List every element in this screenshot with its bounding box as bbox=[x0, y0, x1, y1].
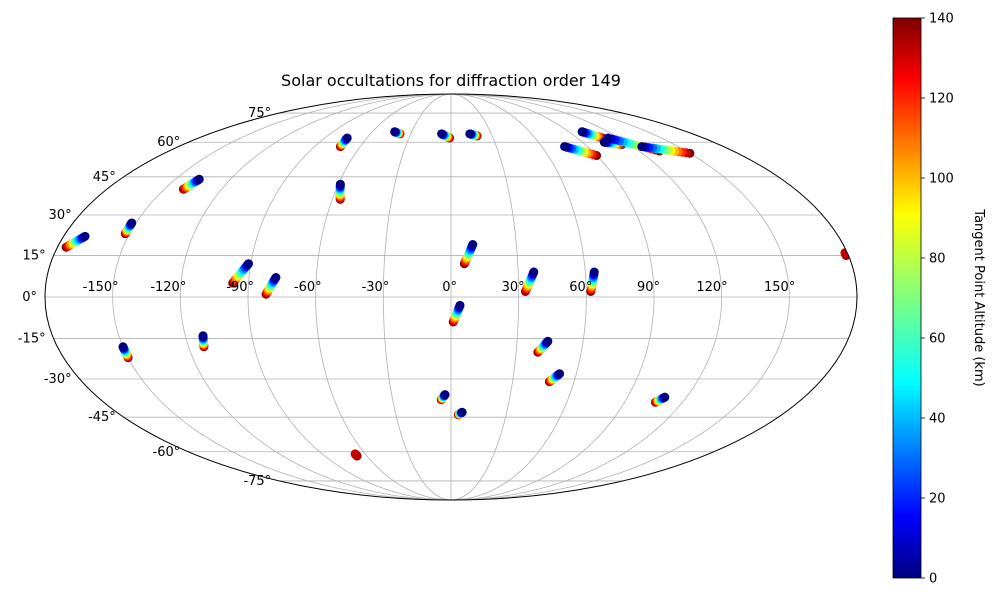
occultation-point bbox=[350, 449, 360, 459]
occultation-point bbox=[194, 174, 204, 184]
colorbar-tick-label: 120 bbox=[929, 92, 954, 107]
colorbar-tick-label: 80 bbox=[929, 252, 946, 267]
lat-tick-label: 30° bbox=[49, 208, 72, 223]
axis-labels: -150° -120° -90° -60° -30° 0° 30° 60° 90° 120° 150… bbox=[18, 106, 795, 489]
lon-tick-label: 30° bbox=[502, 280, 525, 295]
occultation-points bbox=[61, 127, 851, 461]
colorbar-tick-label: 20 bbox=[929, 492, 946, 507]
lat-tick-label: 45° bbox=[93, 170, 116, 185]
occultation-point bbox=[468, 240, 478, 249]
lat-tick-label: -15° bbox=[18, 332, 46, 347]
occultation-point bbox=[118, 342, 128, 352]
occultation-point bbox=[390, 127, 400, 137]
lon-tick-label: -30° bbox=[362, 280, 390, 295]
map-boundary bbox=[44, 93, 858, 501]
colorbar-tick-label: 0 bbox=[929, 572, 937, 587]
occultation-point bbox=[335, 179, 345, 189]
lon-tick-label: 0° bbox=[442, 280, 457, 295]
colorbar-tick-label: 100 bbox=[929, 172, 954, 187]
lat-tick-label: 75° bbox=[248, 106, 271, 121]
lon-tick-label: -90° bbox=[226, 280, 254, 295]
occultation-point bbox=[603, 133, 613, 143]
occultation-point bbox=[555, 369, 565, 379]
occultation-point bbox=[660, 392, 670, 402]
occultation-point bbox=[455, 300, 465, 310]
lat-tick-label: -45° bbox=[88, 410, 116, 425]
lon-tick-label: -60° bbox=[294, 280, 322, 295]
occultation-point bbox=[529, 267, 539, 277]
occultation-point bbox=[637, 142, 647, 152]
occultation-point bbox=[465, 129, 475, 139]
occultation-point bbox=[437, 129, 447, 139]
lat-tick-label: -75° bbox=[243, 474, 271, 489]
colorbar-tick-label: 140 bbox=[929, 12, 954, 27]
lat-tick-label: -30° bbox=[44, 372, 72, 387]
colorbar-tick-label: 40 bbox=[929, 412, 946, 427]
occultation-point bbox=[560, 142, 570, 152]
lon-tick-label: 90° bbox=[637, 280, 660, 295]
chart-title: Solar occultations for diffraction order… bbox=[281, 71, 621, 90]
lat-tick-label: 60° bbox=[157, 135, 180, 150]
occultation-point bbox=[440, 390, 450, 400]
occultation-point bbox=[589, 267, 599, 277]
lat-tick-label: 0° bbox=[22, 290, 37, 305]
colorbar-tick-label: 60 bbox=[929, 332, 946, 347]
lon-tick-label: 120° bbox=[696, 280, 727, 295]
occultation-point bbox=[271, 273, 281, 283]
occultation-point bbox=[127, 218, 137, 228]
lon-tick-label: -120° bbox=[150, 280, 186, 295]
occultation-point bbox=[80, 231, 90, 241]
colorbar bbox=[892, 17, 922, 579]
lat-tick-label: -60° bbox=[153, 445, 181, 460]
graticule bbox=[45, 94, 857, 500]
occultation-point bbox=[543, 336, 553, 346]
colorbar-ticks: 0 20 40 60 80 100 120 140 bbox=[921, 12, 954, 587]
occultation-point bbox=[342, 133, 352, 143]
lon-tick-label: -150° bbox=[83, 280, 119, 295]
colorbar-label: Tangent Point Altitude (km) bbox=[971, 208, 986, 386]
occultation-point bbox=[198, 331, 208, 341]
lat-tick-label: 15° bbox=[23, 248, 46, 263]
occultation-point bbox=[244, 259, 254, 269]
occultation-point bbox=[577, 127, 587, 137]
occultation-point bbox=[457, 407, 467, 417]
lon-tick-label: 60° bbox=[569, 280, 592, 295]
lon-tick-label: 150° bbox=[764, 280, 795, 295]
